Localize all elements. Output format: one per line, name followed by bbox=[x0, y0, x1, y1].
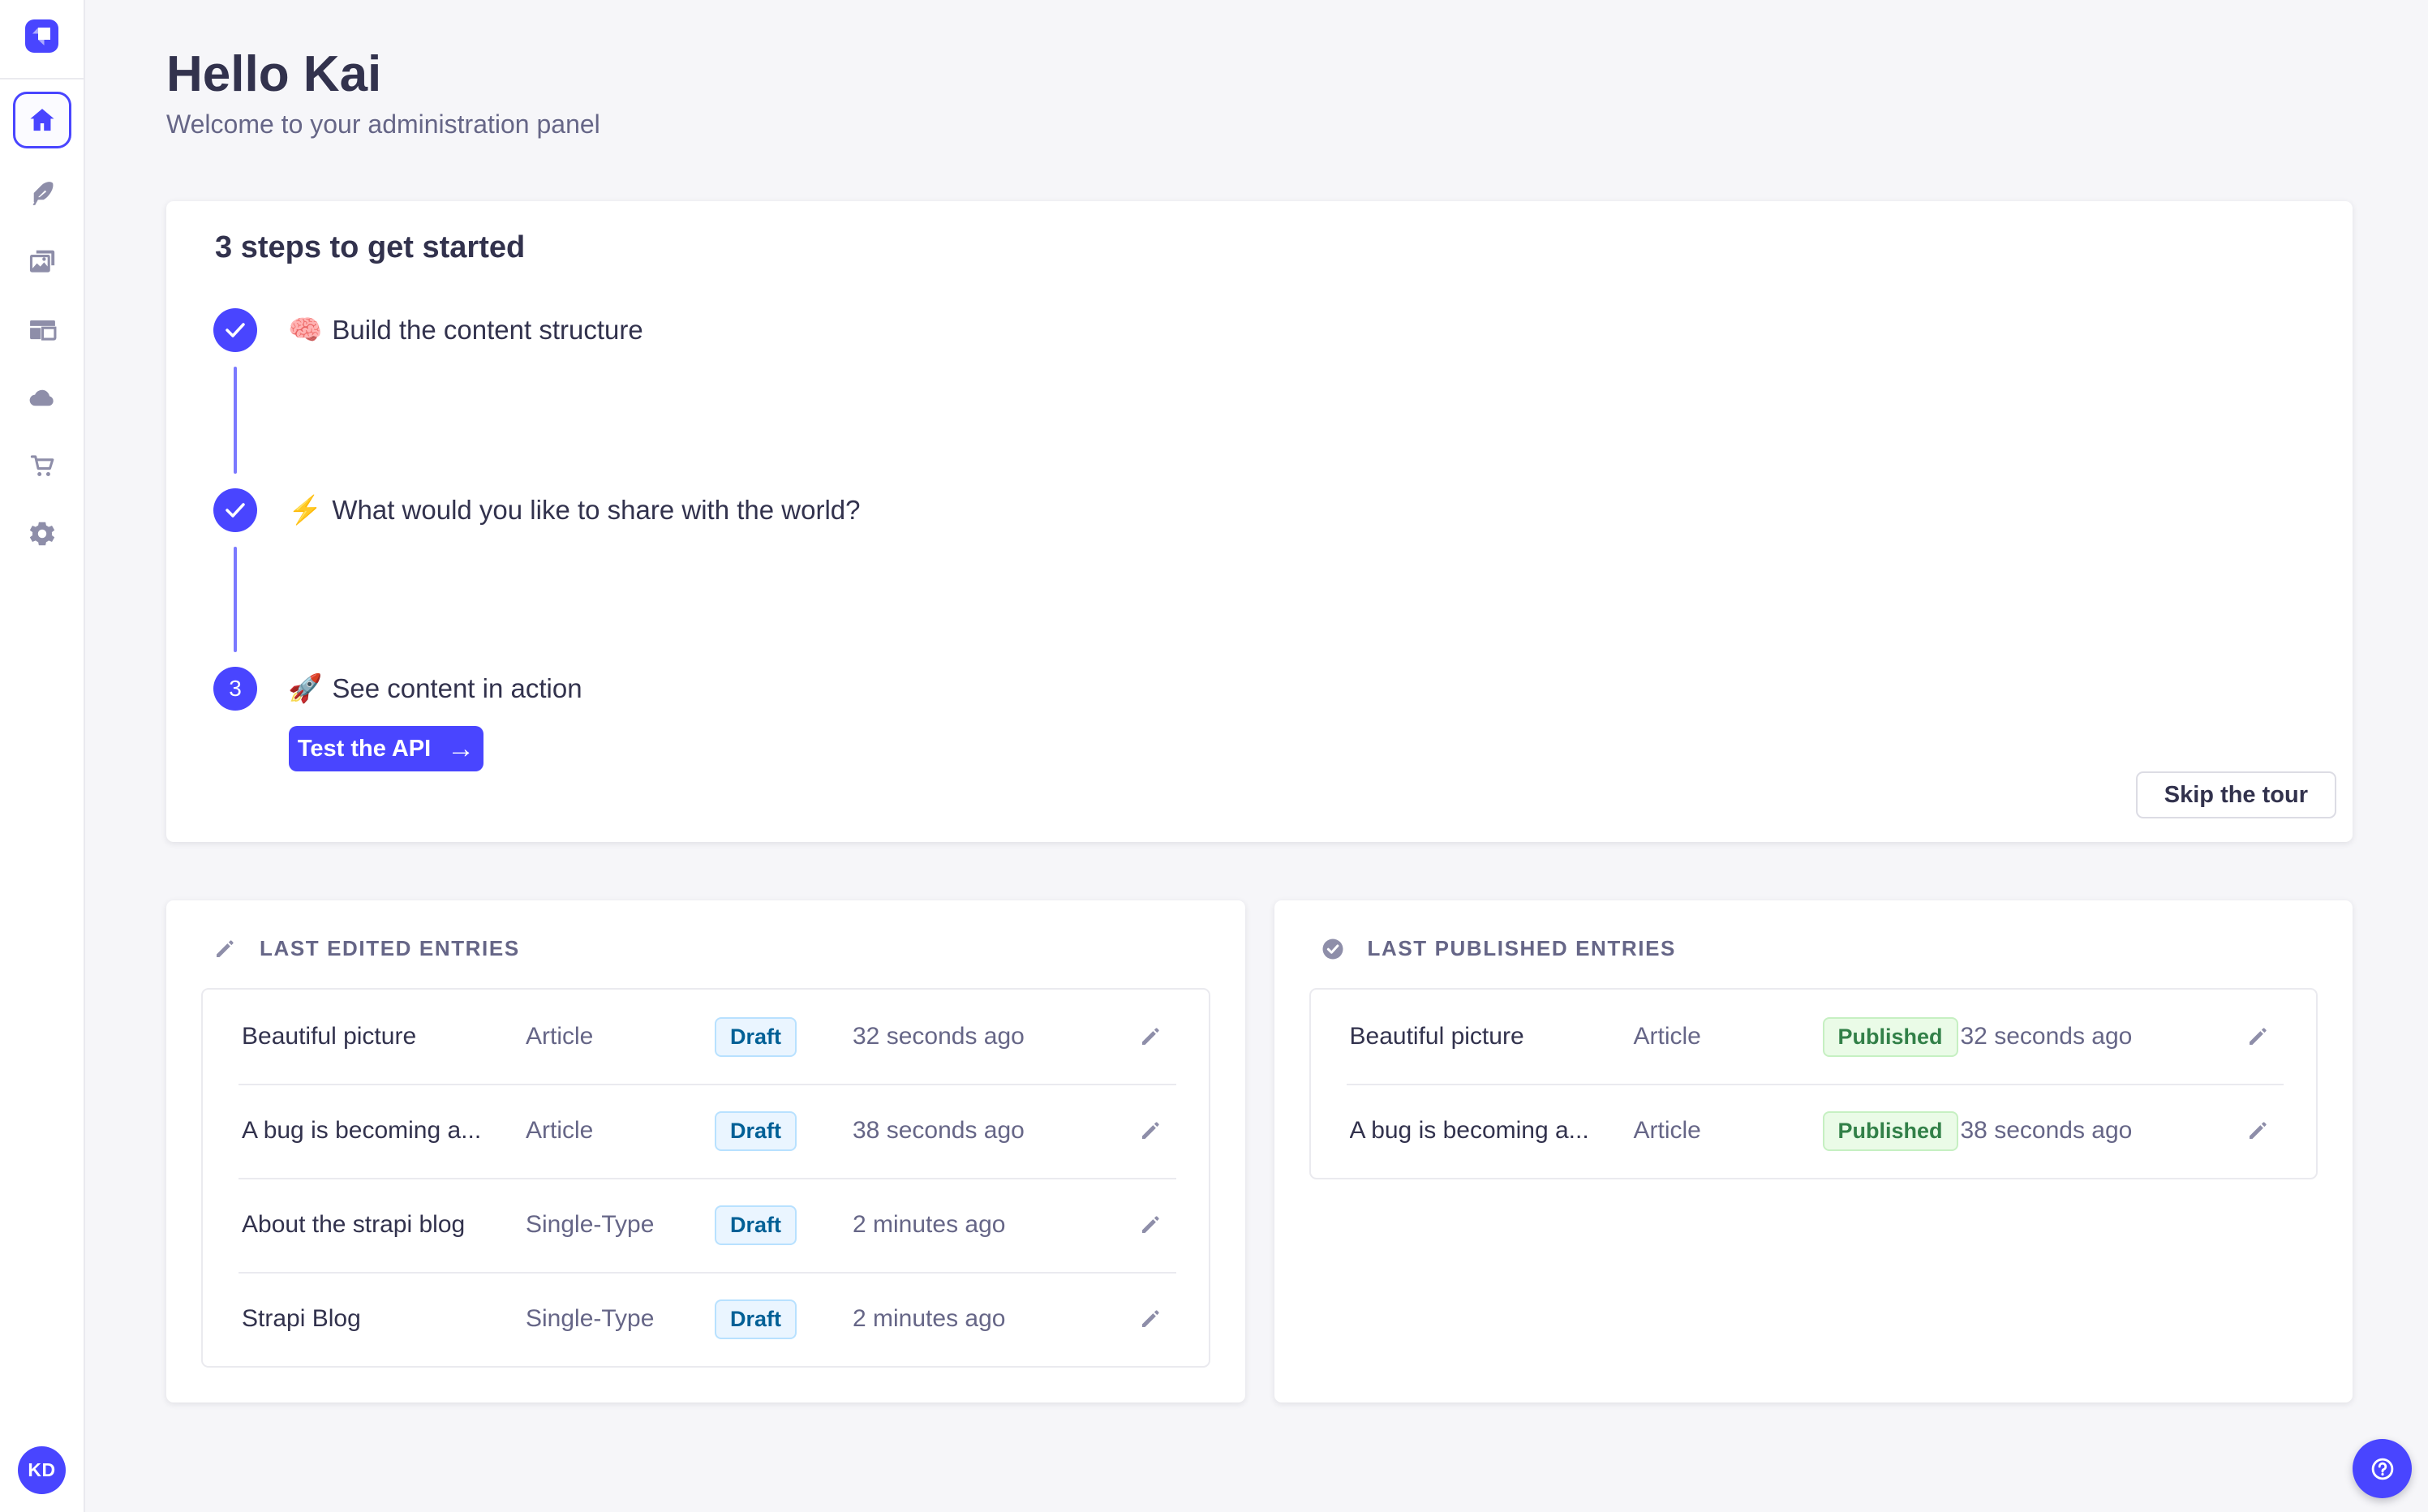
guided-tour-title: 3 steps to get started bbox=[215, 230, 526, 265]
step-connector bbox=[234, 547, 237, 653]
page-subtitle: Welcome to your administration panel bbox=[166, 110, 600, 140]
edit-entry-button[interactable] bbox=[1131, 1299, 1170, 1338]
test-api-button[interactable]: Test the API → bbox=[289, 726, 483, 772]
entry-title-cell: Beautiful picture bbox=[242, 1023, 417, 1050]
pencil-icon bbox=[2250, 1122, 2267, 1140]
last-published-table: Beautiful picture Article Published 32 s… bbox=[1309, 988, 2318, 1180]
entry-title-cell: A bug is becoming a... bbox=[242, 1117, 482, 1145]
avatar[interactable]: KD bbox=[18, 1446, 66, 1494]
step-1-check-circle bbox=[213, 308, 257, 353]
sidebar-item-marketplace[interactable] bbox=[20, 444, 64, 488]
last-edited-card: LAST EDITED ENTRIES Beautiful picture Ar… bbox=[166, 900, 1245, 1403]
strapi-logo-icon bbox=[32, 28, 50, 45]
sidebar-item-content-type-builder[interactable] bbox=[20, 307, 64, 351]
images-icon bbox=[29, 250, 54, 273]
check-circle-icon bbox=[1322, 939, 1343, 960]
status-badge: Published bbox=[1822, 1016, 1958, 1057]
step-2-check-circle bbox=[213, 488, 257, 533]
sidebar-item-settings[interactable] bbox=[20, 512, 64, 556]
check-icon bbox=[226, 323, 245, 338]
entry-type-cell: Article bbox=[526, 1117, 594, 1145]
entry-time-cell: 38 seconds ago bbox=[1960, 1117, 2133, 1145]
step-connector bbox=[234, 367, 237, 475]
status-badge: Draft bbox=[715, 1110, 797, 1151]
pencil-icon bbox=[1141, 1216, 1159, 1234]
entry-time-cell: 32 seconds ago bbox=[853, 1023, 1025, 1050]
strapi-logo[interactable] bbox=[25, 19, 58, 53]
entries-section: LAST EDITED ENTRIES Beautiful picture Ar… bbox=[166, 900, 2353, 1403]
entry-type-cell: Single-Type bbox=[526, 1305, 655, 1333]
edit-entry-button[interactable] bbox=[1131, 1205, 1170, 1244]
pencil-icon bbox=[1141, 1310, 1159, 1328]
help-button[interactable] bbox=[2353, 1439, 2412, 1498]
status-badge: Draft bbox=[715, 1205, 797, 1245]
edit-entry-button[interactable] bbox=[1131, 1111, 1170, 1150]
pencil-icon bbox=[2250, 1028, 2267, 1046]
main-content: Hello Kai Welcome to your administration… bbox=[85, 0, 2428, 1512]
home-icon bbox=[30, 109, 54, 131]
entry-title-cell: Beautiful picture bbox=[1349, 1023, 1524, 1050]
rocket-emoji: 🚀 bbox=[288, 673, 323, 705]
step-3-number-circle: 3 bbox=[213, 667, 257, 711]
entry-type-cell: Single-Type bbox=[526, 1211, 655, 1239]
sidebar: KD bbox=[0, 0, 85, 1512]
sidebar-item-deploy[interactable] bbox=[20, 376, 64, 419]
last-published-header: LAST PUBLISHED ENTRIES bbox=[1321, 936, 1676, 961]
skip-tour-button[interactable]: Skip the tour bbox=[2135, 771, 2336, 819]
sidebar-divider bbox=[0, 78, 85, 79]
last-edited-table: Beautiful picture Article Draft 32 secon… bbox=[201, 988, 1210, 1368]
entry-type-cell: Article bbox=[1633, 1023, 1701, 1050]
table-row: About the strapi blog Single-Type Draft … bbox=[203, 1178, 1209, 1272]
sidebar-item-content-manager[interactable] bbox=[20, 171, 64, 215]
guided-tour-card: 3 steps to get started 🧠 Build the conte… bbox=[166, 201, 2353, 843]
check-icon bbox=[226, 503, 245, 518]
table-row: Beautiful picture Article Draft 32 secon… bbox=[203, 990, 1209, 1084]
entry-time-cell: 2 minutes ago bbox=[853, 1305, 1006, 1333]
status-badge: Published bbox=[1822, 1110, 1958, 1151]
entry-type-cell: Article bbox=[1633, 1117, 1701, 1145]
layout-icon bbox=[29, 320, 56, 341]
cloud-icon bbox=[29, 389, 54, 406]
entry-time-cell: 38 seconds ago bbox=[853, 1117, 1025, 1145]
cart-icon bbox=[30, 454, 54, 476]
page-title: Hello Kai bbox=[166, 46, 382, 102]
arrow-right-icon: → bbox=[447, 733, 475, 765]
entry-title-cell: About the strapi blog bbox=[242, 1211, 466, 1239]
last-edited-header: LAST EDITED ENTRIES bbox=[213, 936, 520, 961]
entry-title-cell: Strapi Blog bbox=[242, 1305, 361, 1333]
step-3-label: 🚀 See content in action bbox=[288, 670, 582, 707]
table-row: A bug is becoming a... Article Published… bbox=[1311, 1084, 2317, 1178]
pencil-icon bbox=[217, 940, 234, 957]
sidebar-item-media-library[interactable] bbox=[20, 239, 64, 283]
feather-icon bbox=[32, 181, 53, 205]
edit-entry-button[interactable] bbox=[2238, 1017, 2277, 1056]
pencil-icon bbox=[1141, 1122, 1159, 1140]
entry-time-cell: 2 minutes ago bbox=[853, 1211, 1006, 1239]
last-edited-title: LAST EDITED ENTRIES bbox=[260, 936, 520, 961]
table-row: Beautiful picture Article Published 32 s… bbox=[1311, 990, 2317, 1084]
lightning-emoji: ⚡ bbox=[288, 495, 323, 526]
entry-time-cell: 32 seconds ago bbox=[1960, 1023, 2133, 1050]
status-badge: Draft bbox=[715, 1299, 797, 1339]
step-1-label: 🧠 Build the content structure bbox=[288, 311, 643, 349]
table-row: Strapi Blog Single-Type Draft 2 minutes … bbox=[203, 1272, 1209, 1366]
step-3-number: 3 bbox=[229, 676, 242, 702]
entry-title-cell: A bug is becoming a... bbox=[1349, 1117, 1589, 1145]
avatar-initials: KD bbox=[28, 1459, 56, 1480]
page-header: Hello Kai Welcome to your administration… bbox=[166, 0, 2353, 140]
last-published-title: LAST PUBLISHED ENTRIES bbox=[1367, 936, 1676, 961]
edit-entry-button[interactable] bbox=[1131, 1017, 1170, 1056]
edit-entry-button[interactable] bbox=[2238, 1111, 2277, 1150]
entry-type-cell: Article bbox=[526, 1023, 594, 1050]
gear-icon bbox=[29, 522, 55, 546]
step-2-label: ⚡ What would you like to share with the … bbox=[288, 492, 861, 529]
brain-emoji: 🧠 bbox=[288, 315, 323, 346]
last-published-card: LAST PUBLISHED ENTRIES Beautiful picture… bbox=[1274, 900, 2353, 1403]
pencil-icon bbox=[1141, 1028, 1159, 1046]
table-row: A bug is becoming a... Article Draft 38 … bbox=[203, 1084, 1209, 1178]
question-mark-icon bbox=[2371, 1458, 2393, 1480]
status-badge: Draft bbox=[715, 1016, 797, 1057]
sidebar-item-home[interactable] bbox=[13, 92, 71, 148]
